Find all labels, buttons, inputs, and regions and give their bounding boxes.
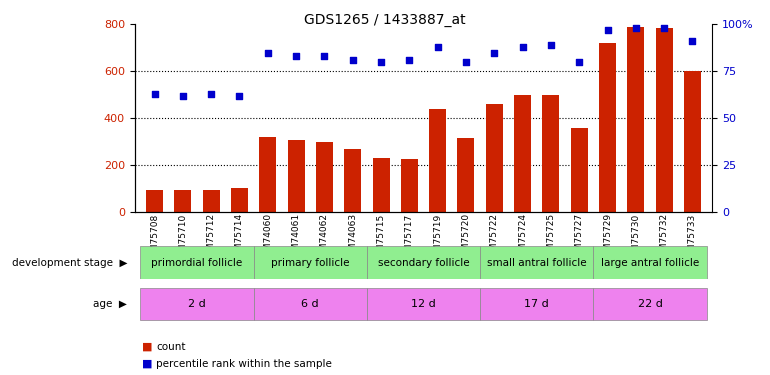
Bar bbox=[457, 138, 474, 212]
Text: 12 d: 12 d bbox=[411, 299, 436, 309]
Text: ■: ■ bbox=[142, 342, 153, 352]
Bar bbox=[480, 246, 594, 279]
Point bbox=[488, 50, 500, 55]
Text: GDS1265 / 1433887_at: GDS1265 / 1433887_at bbox=[304, 13, 466, 27]
Bar bbox=[514, 95, 531, 212]
Bar bbox=[146, 190, 163, 212]
Point bbox=[375, 59, 387, 65]
Point bbox=[205, 91, 217, 97]
Point bbox=[318, 53, 330, 59]
Bar bbox=[344, 148, 361, 212]
Bar bbox=[480, 288, 594, 320]
Point bbox=[176, 93, 189, 99]
Bar bbox=[571, 128, 588, 212]
Bar bbox=[594, 246, 707, 279]
Text: 6 d: 6 d bbox=[301, 299, 319, 309]
Bar bbox=[253, 246, 367, 279]
Bar bbox=[367, 288, 480, 320]
Bar bbox=[140, 288, 253, 320]
Text: count: count bbox=[156, 342, 186, 352]
Point bbox=[233, 93, 246, 99]
Bar bbox=[367, 246, 480, 279]
Text: 22 d: 22 d bbox=[638, 299, 662, 309]
Bar bbox=[203, 190, 219, 212]
Text: age  ▶: age ▶ bbox=[93, 299, 127, 309]
Text: percentile rank within the sample: percentile rank within the sample bbox=[156, 359, 332, 369]
Point bbox=[403, 57, 416, 63]
Bar bbox=[174, 190, 192, 212]
Point bbox=[573, 59, 585, 65]
Bar bbox=[486, 104, 503, 212]
Bar bbox=[288, 140, 305, 212]
Bar bbox=[684, 71, 701, 212]
Bar bbox=[373, 158, 390, 212]
Point bbox=[544, 42, 557, 48]
Point bbox=[149, 91, 161, 97]
Point bbox=[630, 25, 642, 31]
Point bbox=[686, 38, 698, 44]
Bar bbox=[253, 288, 367, 320]
Point bbox=[262, 50, 274, 55]
Bar bbox=[542, 95, 559, 212]
Point bbox=[290, 53, 303, 59]
Point bbox=[431, 44, 444, 50]
Point bbox=[460, 59, 472, 65]
Text: ■: ■ bbox=[142, 359, 153, 369]
Text: small antral follicle: small antral follicle bbox=[487, 258, 587, 267]
Text: primordial follicle: primordial follicle bbox=[152, 258, 243, 267]
Bar bbox=[316, 142, 333, 212]
Text: 17 d: 17 d bbox=[524, 299, 549, 309]
Text: secondary follicle: secondary follicle bbox=[378, 258, 469, 267]
Text: 2 d: 2 d bbox=[188, 299, 206, 309]
Bar bbox=[259, 137, 276, 212]
Point bbox=[601, 27, 614, 33]
Bar bbox=[140, 246, 253, 279]
Bar bbox=[429, 109, 446, 212]
Point bbox=[517, 44, 529, 50]
Text: development stage  ▶: development stage ▶ bbox=[12, 258, 127, 267]
Bar bbox=[628, 27, 644, 212]
Point bbox=[346, 57, 359, 63]
Bar bbox=[599, 43, 616, 212]
Text: primary follicle: primary follicle bbox=[271, 258, 350, 267]
Bar bbox=[655, 28, 673, 212]
Bar bbox=[594, 288, 707, 320]
Text: large antral follicle: large antral follicle bbox=[601, 258, 699, 267]
Bar bbox=[231, 188, 248, 212]
Bar bbox=[401, 159, 418, 212]
Point bbox=[658, 25, 670, 31]
